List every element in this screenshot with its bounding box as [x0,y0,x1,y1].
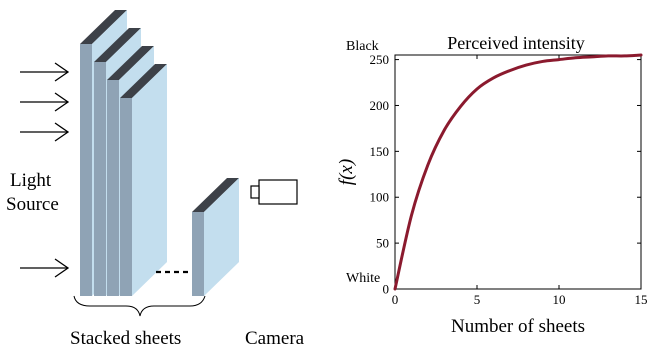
y-tick-label: 0 [383,282,390,297]
light-arrow-3 [20,122,70,142]
y-tick-label: 100 [370,190,390,205]
y-tick-label: 200 [370,98,390,113]
y-tick-label: 250 [370,52,390,67]
light-source-label-line1: Light [10,170,52,191]
intensity-curve [393,53,643,291]
black-annotation: Black [346,39,379,54]
light-arrow-4 [20,258,70,278]
y-tick-label: 150 [370,144,390,159]
camera-icon [250,179,298,205]
x-axis-label: Number of sheets [451,316,585,337]
white-annotation: White [346,271,380,286]
plot-frame [394,54,642,290]
x-tick-label: 10 [553,292,566,307]
stack-brace [73,295,206,317]
sheet-last [192,178,239,296]
camera-label: Camera [245,328,305,349]
stacked-sheets-label: Stacked sheets [70,328,182,349]
sheet-4 [120,64,167,296]
x-tick-label: 0 [392,292,399,307]
stacked-sheets-diagram [20,10,298,317]
y-axis-label: f(x) [336,159,357,185]
x-tick-label: 5 [474,292,481,307]
light-source-label-line2: Source [6,194,59,215]
light-arrow-2 [20,92,70,112]
light-arrow-1 [20,62,70,82]
x-tick-label: 15 [635,292,648,307]
y-tick-label: 50 [376,236,389,251]
chart-title: Perceived intensity [447,33,584,53]
